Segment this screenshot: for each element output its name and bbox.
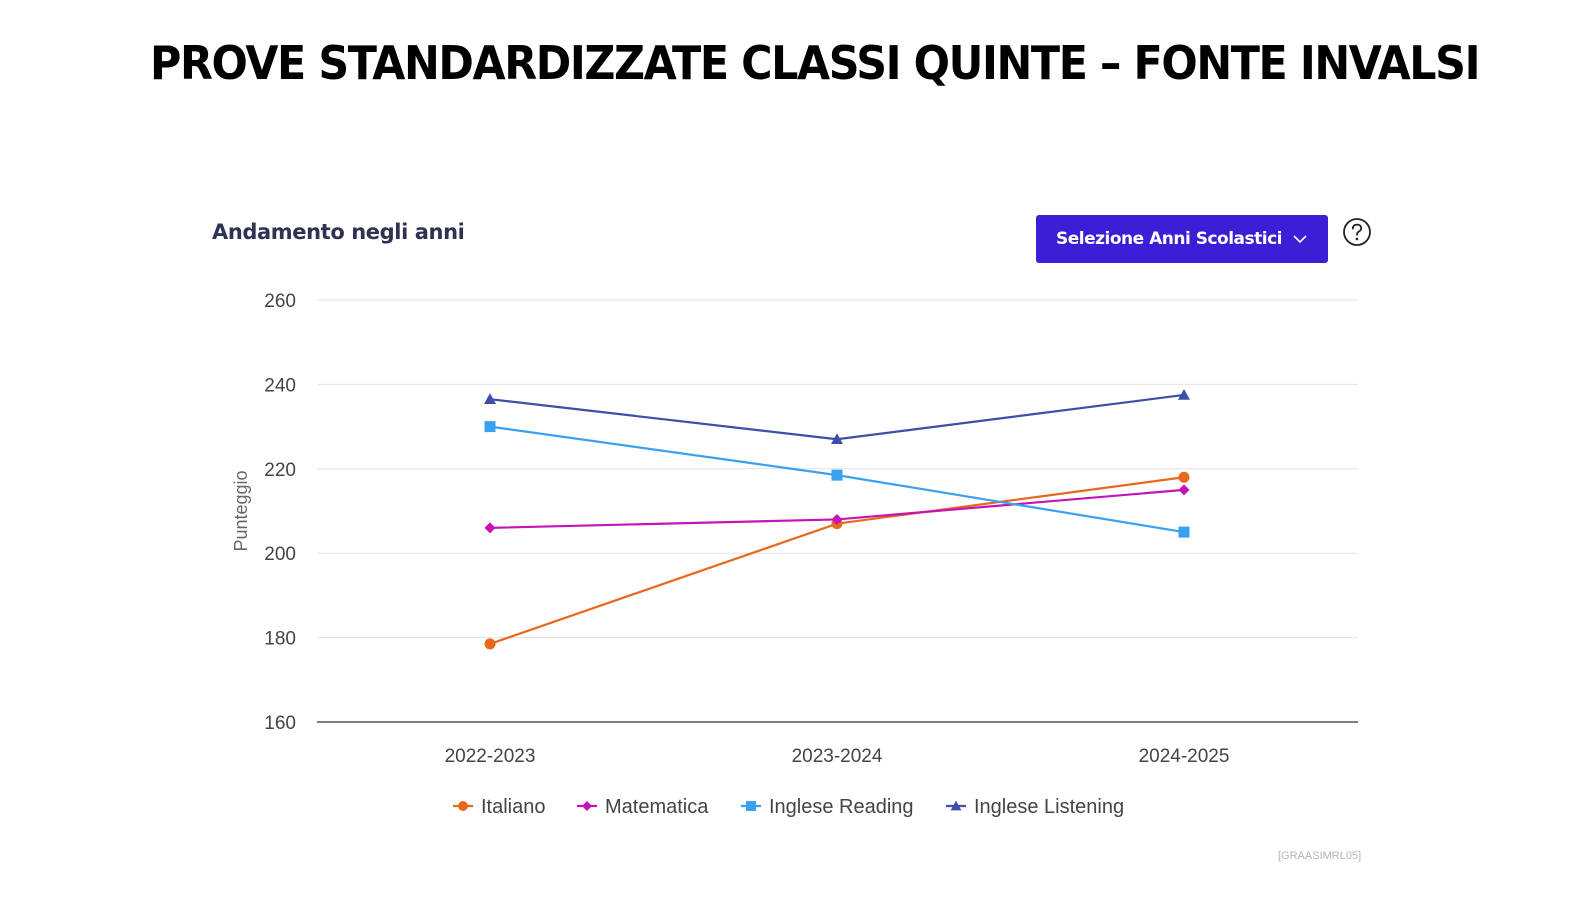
data-point-italiano	[484, 638, 496, 650]
x-tick-label: 2024-2025	[1139, 746, 1230, 767]
y-tick-label: 160	[264, 713, 296, 734]
legend-label: Italiano	[481, 796, 546, 818]
legend-marker	[746, 801, 756, 811]
x-tick-label: 2022-2023	[445, 746, 536, 767]
legend-item-inglese-reading: Inglese Reading	[741, 796, 914, 818]
series-inglese-listening	[484, 388, 1190, 445]
legend-marker	[458, 801, 468, 811]
data-point-inglese-reading	[1178, 526, 1190, 538]
legend-label: Matematica	[605, 796, 709, 818]
school-years-select-label: Selezione Anni Scolastici	[1056, 229, 1282, 249]
x-axis-tick-labels: 2022-2023 2023-2024 2024-2025	[445, 746, 1230, 767]
data-point-inglese-reading	[831, 469, 843, 481]
y-axis-title: Punteggio	[231, 470, 251, 551]
legend-label: Inglese Listening	[974, 796, 1124, 818]
y-axis-tick-labels: 160 180 200 220 240 260	[264, 291, 296, 734]
y-tick-label: 180	[264, 629, 296, 650]
legend-item-italiano: Italiano	[453, 796, 546, 818]
data-point-matematica	[484, 522, 496, 534]
y-tick-label: 200	[264, 544, 296, 565]
school-years-select-button[interactable]: Selezione Anni Scolastici	[1036, 215, 1328, 263]
y-tick-label: 240	[264, 375, 296, 396]
legend-item-inglese-listening: Inglese Listening	[946, 796, 1124, 818]
chart-panel-title: Andamento negli anni	[212, 220, 465, 244]
chart-legend: Italiano Matematica Inglese Reading Inglese…	[453, 796, 1124, 818]
legend-marker	[950, 800, 962, 811]
slide-title: PROVE STANDARDIZZATE CLASSI QUINTE – FON…	[0, 36, 1582, 90]
slide-title-text: PROVE STANDARDIZZATE CLASSI QUINTE – FON…	[150, 36, 1480, 90]
data-point-inglese-listening	[831, 433, 843, 445]
x-tick-label: 2023-2024	[792, 746, 883, 767]
data-point-inglese-listening	[1178, 388, 1190, 400]
data-point-matematica	[831, 513, 843, 525]
data-point-italiano	[1178, 471, 1190, 483]
question-circle-icon[interactable]	[1342, 217, 1372, 247]
series-line-italiano	[489, 476, 1185, 645]
chart-series	[484, 388, 1190, 650]
series-matematica	[484, 484, 1190, 534]
chart-code-label: [GRAASIMRL05]	[1278, 850, 1362, 862]
y-tick-label: 220	[264, 460, 296, 481]
legend-item-matematica: Matematica	[577, 796, 709, 818]
legend-marker	[582, 801, 592, 811]
data-point-inglese-listening	[484, 393, 496, 404]
data-point-matematica	[1178, 484, 1190, 496]
legend-label: Inglese Reading	[769, 796, 914, 818]
data-point-inglese-reading	[484, 421, 496, 433]
series-line-inglese-listening	[489, 393, 1185, 441]
y-tick-label: 260	[264, 291, 296, 312]
series-inglese-reading	[484, 421, 1190, 538]
chart-gridlines	[317, 299, 1358, 723]
chevron-down-icon	[1293, 235, 1307, 244]
